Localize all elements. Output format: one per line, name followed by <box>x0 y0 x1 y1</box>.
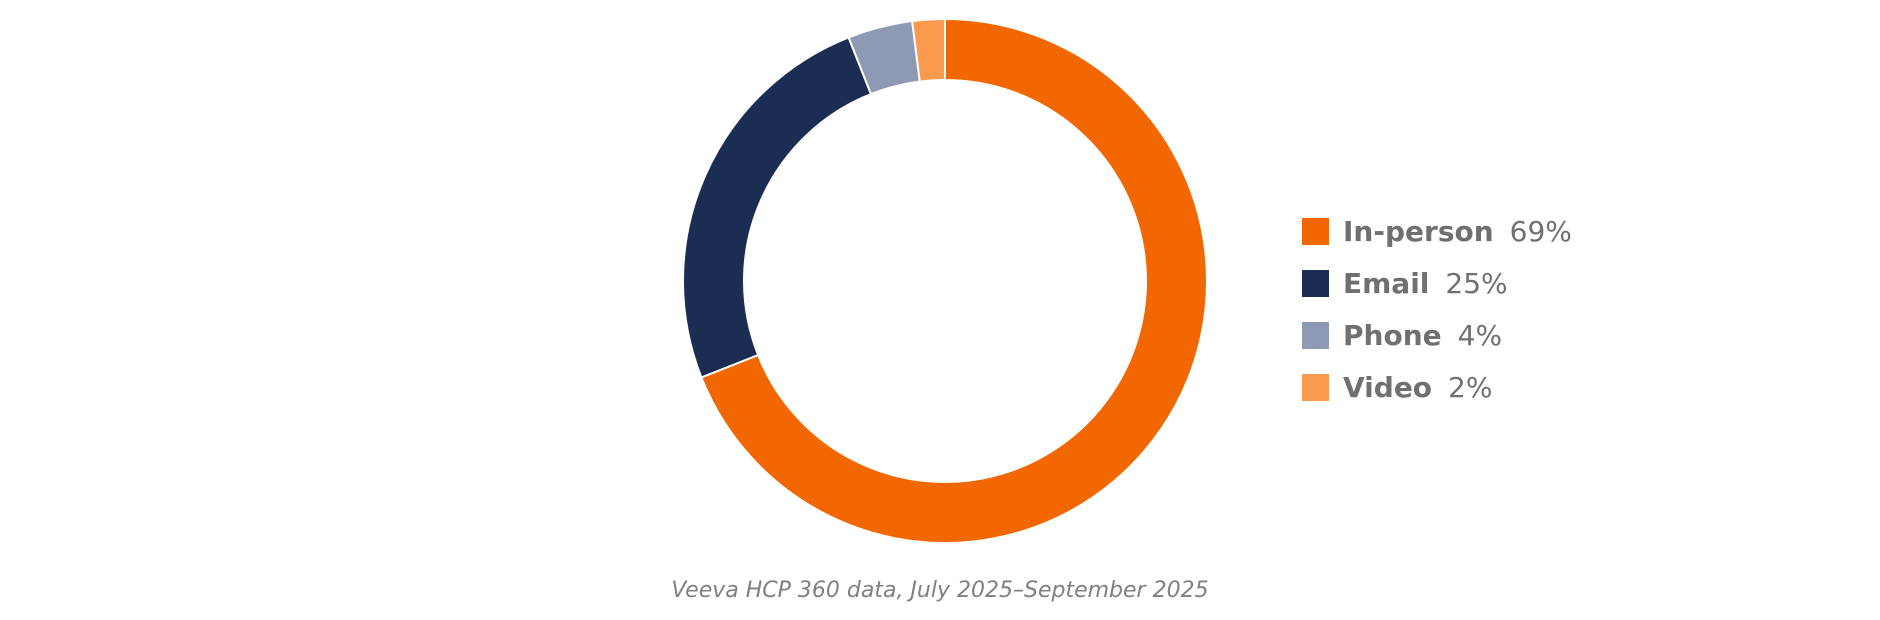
legend-label: In-person <box>1343 214 1494 248</box>
legend-swatch-video <box>1302 373 1329 401</box>
legend-item-video: Video 2% <box>1302 361 1572 413</box>
legend-label: Phone <box>1343 318 1442 352</box>
legend-label: Video <box>1343 370 1433 404</box>
legend-value: 25% <box>1445 266 1508 300</box>
chart-legend: In-person 69% Email 25% Phone 4% Video 2… <box>1302 205 1572 413</box>
donut-slice-email <box>682 36 873 379</box>
source-note: Veeva HCP 360 data, July 2025–September … <box>671 578 1209 603</box>
donut-slice-video <box>911 17 946 83</box>
legend-item-email: Email 25% <box>1302 257 1572 309</box>
legend-swatch-phone <box>1302 321 1329 349</box>
legend-swatch-email <box>1302 269 1329 297</box>
legend-value: 2% <box>1448 370 1493 404</box>
donut-slice-in-person <box>700 17 1208 544</box>
legend-item-in-person: In-person 69% <box>1302 205 1572 257</box>
legend-item-phone: Phone 4% <box>1302 309 1572 361</box>
legend-value: 69% <box>1509 214 1572 248</box>
legend-label: Email <box>1343 266 1430 300</box>
legend-value: 4% <box>1457 318 1503 352</box>
legend-swatch-in-person <box>1302 217 1329 245</box>
